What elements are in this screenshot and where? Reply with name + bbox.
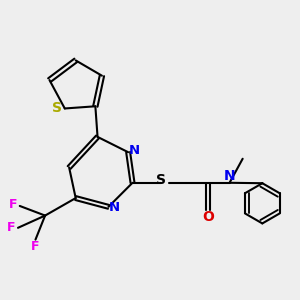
Text: F: F [9, 198, 17, 211]
Text: S: S [156, 173, 167, 187]
Text: F: F [31, 240, 40, 253]
Text: N: N [109, 201, 120, 214]
Text: N: N [128, 144, 140, 157]
Text: S: S [52, 101, 62, 116]
Text: O: O [202, 210, 214, 224]
Text: F: F [7, 221, 16, 234]
Text: N: N [224, 169, 236, 183]
